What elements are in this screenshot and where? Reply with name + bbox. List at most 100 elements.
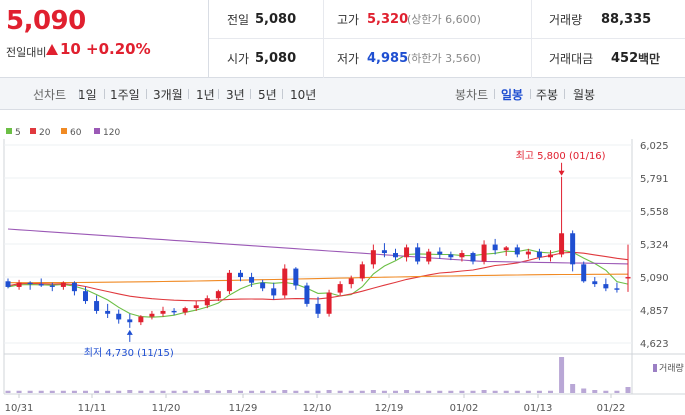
volume-bar (326, 390, 332, 393)
candle-body (116, 313, 122, 320)
volume-label: 거래량 (549, 13, 583, 27)
prev-close-label: 전일 (227, 13, 250, 27)
candle-body (570, 233, 576, 265)
volume-bar (215, 390, 221, 393)
volume-bar (337, 390, 343, 393)
candle-body (625, 277, 631, 279)
candle-body (238, 272, 243, 278)
candle-body (326, 292, 332, 314)
candle-body (492, 244, 498, 251)
candle-body (548, 254, 553, 258)
min-arrow-icon (126, 329, 133, 335)
candle-body (536, 251, 542, 258)
candle-body (215, 291, 221, 299)
candle-body (426, 251, 432, 262)
volume-bar (492, 390, 498, 393)
volume-bar (27, 390, 33, 393)
open-label: 시가 (227, 52, 250, 66)
candle-body (393, 253, 398, 258)
volume-bar (470, 390, 476, 393)
volume-value: 88,335 (601, 12, 652, 27)
volume-bar (116, 390, 122, 393)
candle-body (171, 310, 177, 313)
x-tick-label: 10/31 (5, 403, 34, 414)
volume-bar (404, 390, 410, 393)
candle-body (459, 253, 465, 258)
volume-bar (171, 390, 177, 393)
volume-bar (60, 390, 66, 393)
max-arrow-icon (558, 170, 565, 176)
volume-bar (249, 390, 255, 393)
volume-bar (359, 390, 365, 393)
volume-bar (614, 390, 620, 393)
price-summary: 5,090 전일대비 10 +0.20% (0, 0, 209, 78)
quote-header: 5,090 전일대비 10 +0.20% 전일 5,080 고가 5,320 (… (0, 0, 685, 78)
volume-bar (127, 390, 133, 393)
low-label: 저가 (337, 52, 360, 66)
y-tick-label: 5,090 (640, 273, 669, 284)
volume-bar (559, 357, 565, 393)
candle-body (381, 250, 387, 254)
volume-bar (581, 388, 587, 393)
period-daily[interactable]: 일봉 (501, 88, 524, 102)
candle-body (559, 233, 565, 255)
candle-body (193, 305, 199, 309)
volume-bar (603, 390, 609, 393)
candle-body (226, 272, 232, 292)
volume-bar (348, 390, 354, 393)
change-percent: +0.20% (86, 40, 151, 58)
volume-bar (105, 390, 111, 393)
candle-body (348, 278, 354, 285)
candle-body (249, 277, 255, 283)
period-3y[interactable]: 3년 (226, 88, 245, 102)
legend-ma20: 20 (30, 128, 50, 138)
candle-body (204, 298, 210, 306)
volume-bar (370, 390, 376, 393)
period-3m[interactable]: 3개월 (153, 88, 183, 102)
volume-bar (293, 390, 299, 393)
volume-bar (5, 390, 11, 393)
volume-bar (193, 390, 199, 393)
amount-unit: 백만 (638, 52, 661, 66)
line-chart-label: 선차트 (33, 88, 67, 102)
x-tick-label: 01/13 (524, 403, 553, 414)
x-tick-label: 01/22 (597, 403, 626, 414)
period-5y[interactable]: 5년 (258, 88, 277, 102)
volume-bar (570, 384, 576, 393)
candle-body (293, 268, 299, 286)
volume-bar (437, 390, 443, 393)
candle-body (282, 268, 288, 296)
candle-body (370, 250, 376, 265)
volume-bar (271, 390, 277, 393)
y-tick-label: 5,324 (640, 240, 669, 251)
candle-body (315, 303, 321, 314)
period-1d[interactable]: 1일 (78, 88, 97, 102)
y-tick-label: 5,558 (640, 207, 669, 218)
candle-body (105, 310, 111, 314)
x-tick-label: 11/20 (152, 403, 181, 414)
volume-bar (94, 390, 100, 393)
volume-bar (548, 390, 553, 393)
volume-bar (38, 390, 44, 393)
candle-body (603, 284, 609, 289)
prev-close-value: 5,080 (255, 12, 297, 27)
period-1y[interactable]: 1년 (196, 88, 215, 102)
candle-body (304, 285, 310, 304)
y-tick-label: 5,791 (640, 174, 669, 185)
period-10y[interactable]: 10년 (290, 88, 317, 102)
high-label: 고가 (337, 13, 360, 27)
volume-bar (16, 390, 22, 393)
volume-bar (226, 390, 232, 393)
candle-body (503, 247, 509, 251)
candle-body (16, 282, 22, 287)
candle-chart: 6,025 5,791 5,558 5,324 5,090 4,857 4,623 거래량 최고… (3, 139, 685, 414)
min-annotation: 최저 4,730 (11/15) (84, 347, 174, 359)
volume-bar (138, 390, 144, 393)
candle-body (60, 282, 66, 287)
period-weekly[interactable]: 주봉 (536, 88, 559, 102)
period-monthly[interactable]: 월봉 (573, 88, 596, 102)
upper-limit: (상한가 6,600) (407, 13, 481, 26)
candle-body (260, 282, 266, 289)
candle-body (415, 247, 421, 262)
period-1w[interactable]: 1주일 (110, 88, 140, 102)
